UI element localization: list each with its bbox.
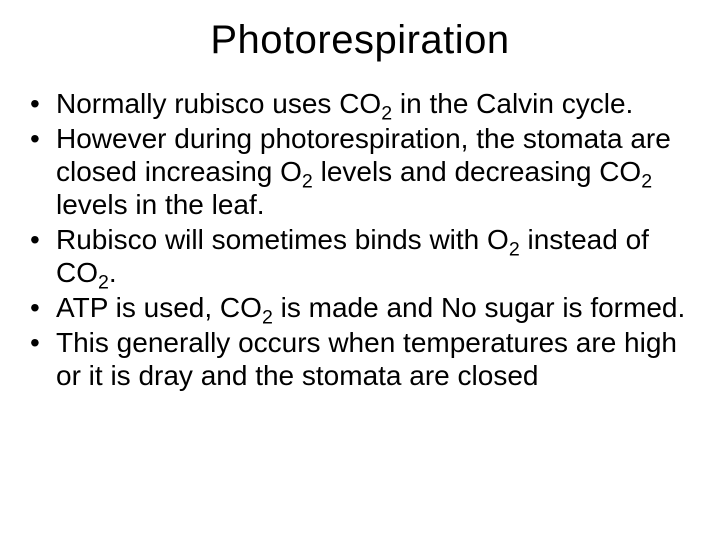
bullet-item: Rubisco will sometimes binds with O2 ins… bbox=[30, 223, 696, 289]
subscript: 2 bbox=[641, 171, 652, 193]
subscript: 2 bbox=[509, 239, 520, 261]
bullet-item: This generally occurs when temperatures … bbox=[30, 326, 696, 392]
bullet-item: Normally rubisco uses CO2 in the Calvin … bbox=[30, 87, 696, 120]
subscript: 2 bbox=[302, 171, 313, 193]
bullet-item: ATP is used, CO2 is made and No sugar is… bbox=[30, 291, 696, 324]
bullet-item: However during photorespiration, the sto… bbox=[30, 122, 696, 221]
bullet-list: Normally rubisco uses CO2 in the Calvin … bbox=[24, 87, 696, 392]
slide: Photorespiration Normally rubisco uses C… bbox=[0, 0, 720, 540]
slide-title: Photorespiration bbox=[24, 18, 696, 63]
